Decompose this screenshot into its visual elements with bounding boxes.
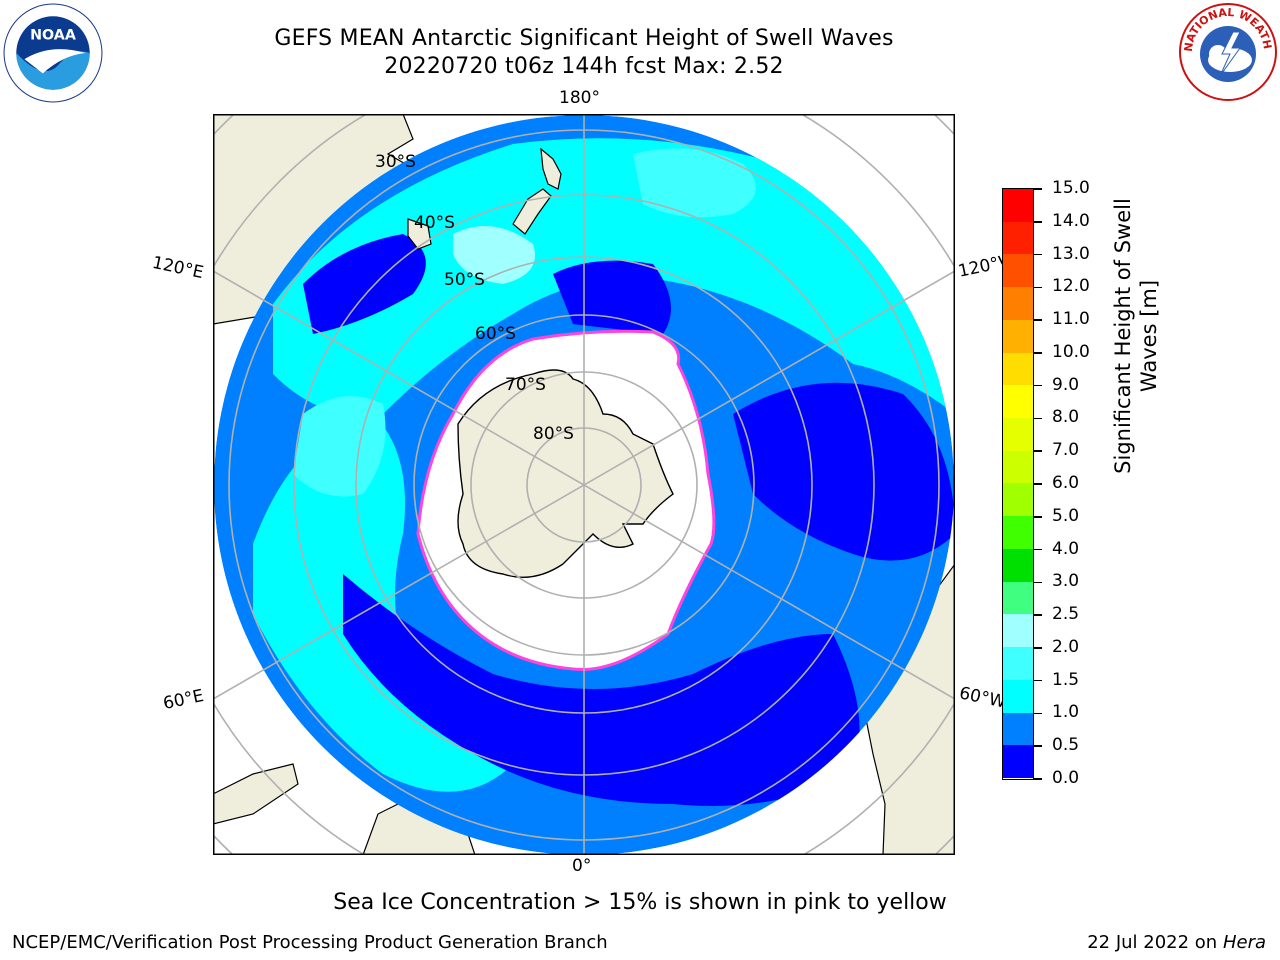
colorbar-tick	[1034, 679, 1042, 682]
colorbar-tick	[1034, 417, 1042, 420]
colorbar-segment	[1003, 712, 1033, 746]
colorbar-tick-label: 15.0	[1052, 178, 1090, 198]
lon-label-120e: 120°E	[150, 252, 206, 284]
colorbar-segment	[1003, 581, 1033, 615]
colorbar-tick	[1034, 384, 1042, 387]
swell-band-lightcyan-2	[633, 148, 756, 218]
lon-label-180: 180°	[559, 88, 600, 108]
noaa-logo-text: NOAA	[30, 28, 76, 44]
footer-organization: NCEP/EMC/Verification Post Processing Pr…	[12, 932, 608, 953]
colorbar-tick-label: 5.0	[1052, 505, 1080, 526]
chart-title: GEFS MEAN Antarctic Significant Height o…	[274, 26, 894, 51]
colorbar-tick	[1034, 614, 1042, 616]
swell-band-blue-south	[343, 574, 860, 806]
map-frame	[213, 114, 955, 855]
colorbar-segment	[1003, 221, 1033, 255]
colorbar-tick-label: 11.0	[1052, 309, 1090, 330]
lat-label-80s: 80°S	[533, 424, 574, 444]
colorbar-segment	[1003, 647, 1033, 680]
colorbar-segment	[1003, 385, 1033, 419]
lat-label-70s: 70°S	[505, 375, 546, 395]
lat-label-30s: 30°S	[375, 152, 416, 172]
colorbar-tick-label: 0.5	[1052, 735, 1080, 756]
footer-date: 22 Jul 2022 on Hera	[1087, 932, 1266, 953]
colorbar-tick-label: 1.5	[1052, 669, 1080, 690]
land-madagascar	[213, 763, 299, 825]
colorbar-tick	[1034, 188, 1042, 190]
colorbar-tick-label: 14.0	[1052, 210, 1090, 231]
lon-label-0: 0°	[572, 856, 592, 876]
footer-date-text: 22 Jul 2022 on	[1087, 932, 1223, 953]
colorbar-segment	[1003, 352, 1033, 386]
colorbar-segment	[1003, 254, 1033, 288]
colorbar-tick-label: 6.0	[1052, 473, 1080, 493]
colorbar-tick-label: 2.0	[1052, 636, 1080, 657]
colorbar-segment	[1003, 418, 1033, 451]
colorbar-segment	[1003, 483, 1033, 517]
colorbar-tick-label: 8.0	[1052, 407, 1080, 428]
land-nz-north	[540, 147, 562, 190]
swell-band-cyan-west	[253, 414, 513, 792]
colorbar-tick	[1034, 778, 1042, 780]
noaa-logo: NOAA	[3, 3, 103, 103]
lon-label-60e: 60°E	[161, 685, 206, 715]
swell-band-lightcyan	[293, 396, 386, 497]
colorbar-tick	[1034, 647, 1042, 649]
colorbar-label: Significant Height of Swell Waves [m]	[1111, 198, 1161, 474]
polar-map	[213, 114, 955, 855]
colorbar-tick	[1034, 712, 1042, 715]
colorbar-segment	[1003, 548, 1033, 582]
colorbar-tick-label: 13.0	[1052, 243, 1090, 264]
colorbar-tick	[1034, 581, 1042, 584]
colorbar-tick-label: 12.0	[1052, 276, 1090, 297]
graticule	[213, 114, 955, 855]
sea-ice-caption: Sea Ice Concentration > 15% is shown in …	[333, 890, 947, 915]
colorbar-tick	[1034, 548, 1042, 551]
colorbar-tick	[1034, 319, 1042, 321]
colorbar-segment	[1003, 614, 1033, 648]
colorbar-tick-label: 0.0	[1052, 768, 1080, 788]
land-nz-south	[512, 188, 552, 235]
colorbar-segment	[1003, 189, 1033, 222]
colorbar-tick-label: 3.0	[1052, 571, 1080, 592]
footer-host: Hera	[1222, 932, 1266, 953]
colorbar-tick-label: 4.0	[1052, 538, 1080, 559]
colorbar-segment	[1003, 450, 1033, 484]
colorbar-segment	[1003, 516, 1033, 549]
colorbar-tick	[1034, 221, 1042, 223]
colorbar-segment	[1003, 287, 1033, 320]
swell-band-blue-east	[733, 382, 954, 561]
nws-logo: NATIONAL WEATHER SERVICE	[1178, 2, 1277, 101]
colorbar-tick	[1034, 516, 1042, 518]
colorbar-tick	[1034, 450, 1042, 452]
colorbar-tick	[1034, 352, 1042, 354]
lat-label-50s: 50°S	[444, 270, 485, 290]
lat-label-60s: 60°S	[475, 324, 516, 344]
chart-subtitle: 20220720 t06z 144h fcst Max: 2.52	[384, 54, 784, 79]
colorbar-tick-label: 10.0	[1052, 341, 1090, 362]
lon-label-60w: 60°W	[957, 683, 1008, 713]
colorbar-segment	[1003, 745, 1033, 778]
swell-band-palecyan	[453, 226, 535, 284]
colorbar-tick	[1034, 286, 1042, 289]
colorbar-tick-label: 2.5	[1052, 604, 1080, 625]
swell-band-blue-westnorth	[303, 234, 426, 334]
colorbar-tick-label: 1.0	[1052, 702, 1080, 723]
colorbar-segment	[1003, 319, 1033, 353]
lat-label-40s: 40°S	[414, 213, 455, 233]
colorbar-tick-label: 9.0	[1052, 374, 1080, 395]
colorbar-tick	[1034, 483, 1042, 485]
colorbar-tick-label: 7.0	[1052, 440, 1080, 461]
colorbar-tick	[1034, 253, 1042, 256]
colorbar-tick	[1034, 745, 1042, 747]
colorbar-segment	[1003, 679, 1033, 713]
colorbar	[1002, 188, 1034, 780]
